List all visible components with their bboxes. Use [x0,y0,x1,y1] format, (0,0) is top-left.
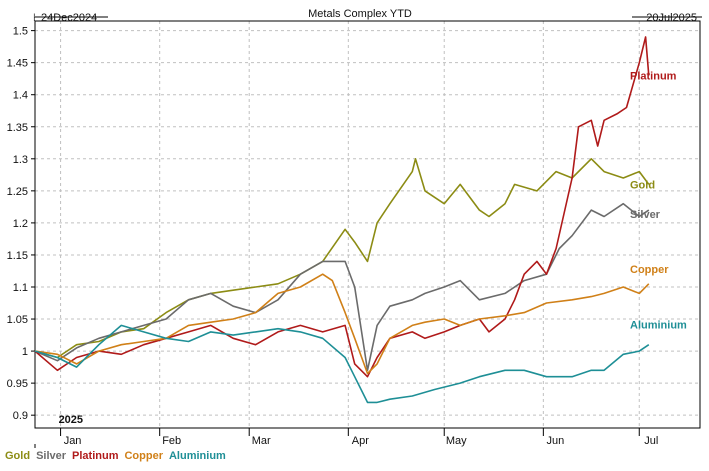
series-layer [34,36,650,404]
y-tick-label: 1 [22,346,28,358]
y-tick-label: 1.25 [7,186,28,198]
y-tick-label: 0.9 [13,410,28,422]
chart-frame [34,20,701,429]
series-line-copper [34,273,650,375]
x-tick-label: Apr [352,435,369,447]
x-tick-label: May [446,435,467,447]
series-end-labels: Gold Silver Platinum Copper Aluminium [630,70,687,331]
end-label-aluminium: Aluminium [630,320,687,332]
chart-title: Metals Complex YTD [308,8,412,20]
series-line-aluminium [34,324,650,404]
header-left-marker-symbol: ⊢ [33,12,43,24]
x-axis-ticks: Jan Feb Mar Apr May Jun Jul 2025 [34,414,658,448]
y-tick-label: 1.05 [7,314,28,326]
series-line-platinum [34,36,650,378]
end-label-gold: Gold [630,179,655,191]
grid-layer [35,21,700,428]
legend-item-copper: Copper [124,450,163,462]
series-line-gold [34,158,650,359]
y-axis-ticks: 0.9 0.95 1 1.05 1.1 1.15 1.2 1.25 1.3 1.35 1.4 1.45… [7,26,35,422]
end-label-platinum: Platinum [630,70,677,82]
y-tick-label: 1.2 [13,218,28,230]
legend-item-gold: Gold [5,450,30,462]
y-tick-label: 1.5 [13,26,28,38]
y-tick-label: 1.35 [7,122,28,134]
y-tick-label: 1.3 [13,154,28,166]
date-right: 20Jul2025 [646,12,697,24]
legend-item-platinum: Platinum [72,450,119,462]
legend: Gold Silver Platinum Copper Aluminium [5,450,226,462]
y-tick-label: 1.45 [7,58,28,70]
x-tick-label: Feb [162,435,181,447]
x-tick-label: Jan [64,435,82,447]
y-tick-label: 1.4 [13,90,28,102]
chart-header: Metals Complex YTD ⊢ 24Dec2024 20Jul2025 [33,8,702,24]
x-tick-label: Jul [644,435,658,447]
y-tick-label: 0.95 [7,378,28,390]
legend-item-silver: Silver [36,450,67,462]
x-tick-label: Jun [546,435,564,447]
year-label: 2025 [59,414,83,426]
date-left: 24Dec2024 [41,12,97,24]
x-tick-label: Mar [252,435,271,447]
legend-item-aluminium: Aluminium [169,450,226,462]
end-label-copper: Copper [630,264,669,276]
series-line-silver [34,202,650,372]
plot-border [34,20,701,429]
y-tick-label: 1.1 [13,282,28,294]
y-tick-label: 1.15 [7,250,28,262]
end-label-silver: Silver [630,209,661,221]
